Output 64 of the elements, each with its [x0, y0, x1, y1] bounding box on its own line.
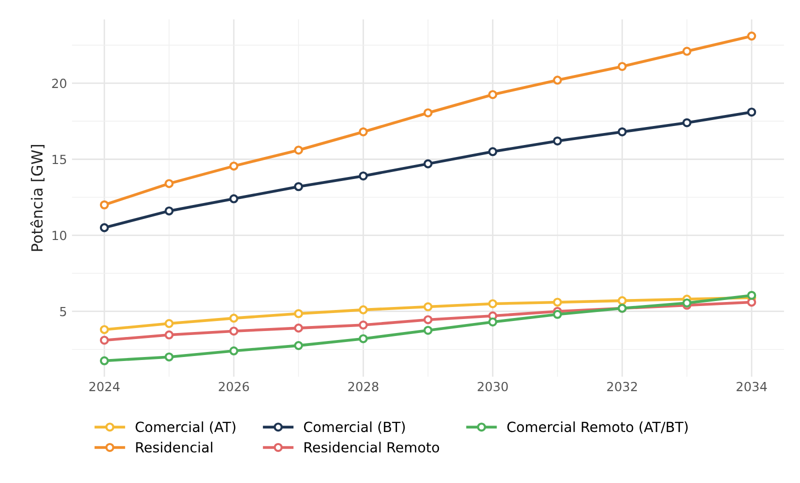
point — [229, 314, 238, 323]
point — [164, 330, 174, 340]
point — [682, 298, 692, 308]
point — [488, 299, 498, 308]
point — [164, 206, 174, 216]
point — [552, 298, 562, 307]
point — [358, 171, 368, 180]
point — [294, 341, 304, 350]
legend-label: Comercial (BT) — [304, 421, 405, 434]
point — [100, 356, 109, 366]
point — [100, 325, 109, 334]
point — [294, 324, 304, 333]
point — [164, 179, 174, 188]
y-tick-label: 15 — [52, 154, 66, 164]
point — [100, 336, 109, 345]
point — [747, 32, 756, 41]
point — [229, 162, 238, 171]
x-tick-label: 2026 — [218, 382, 249, 392]
point — [423, 315, 433, 324]
point — [423, 302, 433, 312]
point — [358, 334, 368, 344]
point — [358, 305, 368, 314]
legend-label: Comercial Remoto (AT/BT) — [507, 421, 688, 434]
point — [294, 182, 304, 192]
point — [618, 127, 627, 136]
point — [552, 76, 562, 85]
point — [100, 223, 109, 232]
point — [747, 290, 756, 300]
point — [682, 118, 692, 128]
legend-label: Comercial (AT) — [136, 421, 236, 434]
point — [552, 136, 562, 146]
point — [618, 62, 627, 71]
y-tick-label: 5 — [60, 306, 66, 316]
point — [682, 46, 692, 56]
point — [618, 296, 627, 306]
point — [488, 90, 498, 100]
point — [552, 310, 562, 319]
point — [747, 108, 756, 117]
point — [229, 194, 238, 204]
x-tick-label: 2034 — [736, 382, 767, 392]
x-tick-label: 2032 — [607, 382, 637, 392]
point — [294, 309, 304, 318]
legend-label: Residencial — [136, 442, 212, 453]
x-tick-label: 2030 — [478, 382, 508, 392]
point — [164, 352, 174, 362]
legend-label: Residencial Remoto — [304, 442, 440, 453]
y-axis-title: Potência [GW] — [30, 144, 45, 251]
y-tick-label: 20 — [52, 78, 66, 88]
point — [100, 200, 109, 210]
point — [488, 147, 498, 156]
point — [229, 326, 238, 336]
point — [747, 298, 756, 307]
point — [488, 317, 498, 327]
point — [423, 159, 433, 168]
x-tick-label: 2024 — [89, 382, 120, 392]
x-tick-label: 2028 — [348, 382, 378, 392]
point — [423, 108, 433, 118]
point — [358, 127, 368, 136]
point — [164, 318, 174, 328]
point — [294, 146, 304, 155]
point — [423, 326, 433, 335]
point — [229, 346, 238, 356]
y-tick-label: 10 — [52, 230, 66, 240]
point — [358, 320, 368, 330]
